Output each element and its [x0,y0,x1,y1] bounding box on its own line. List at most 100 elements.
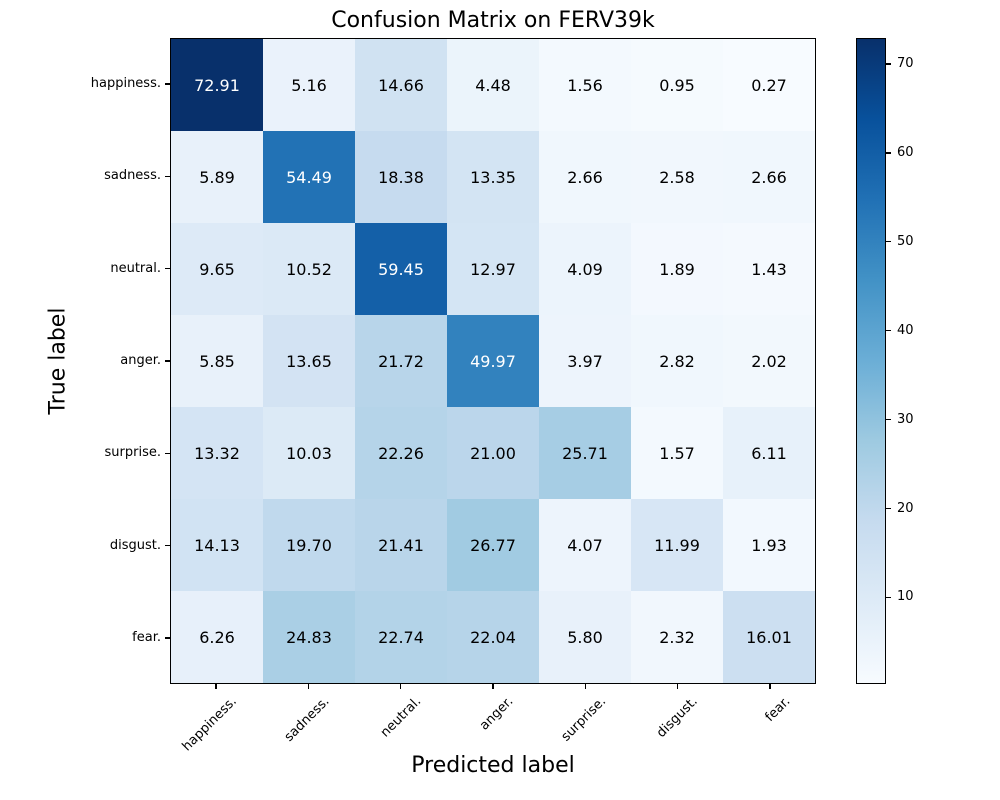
y-tick-label: surprise. [104,445,161,461]
heatmap-cell: 2.32 [631,591,723,683]
cell-value: 11.99 [654,535,700,555]
colorbar-tick-mark [886,240,891,243]
colorbar-tick-mark [886,63,891,65]
cell-value: 13.65 [286,351,332,371]
heatmap-cell: 10.03 [263,407,355,499]
heatmap-cell: 21.72 [355,315,447,407]
heatmap-cell: 1.93 [723,499,815,591]
heatmap-cell: 2.66 [539,131,631,223]
y-tick-mark [165,360,170,362]
y-tick-label: fear. [132,629,161,645]
heatmap-cell: 16.01 [723,591,815,683]
y-tick-mark [165,83,170,85]
x-tick-mark [307,684,310,689]
cell-value: 5.89 [199,167,235,187]
cell-value: 3.97 [567,351,603,371]
x-axis-title: Predicted label [411,753,575,778]
heatmap-cell: 4.09 [539,223,631,315]
heatmap-cell: 2.58 [631,131,723,223]
cell-value: 22.04 [470,627,516,647]
y-tick-label: happiness. [90,76,161,92]
colorbar-tick-mark [886,507,891,510]
cell-value: 21.72 [378,351,424,371]
heatmap-cell: 2.66 [723,131,815,223]
heatmap-cell: 21.41 [355,499,447,591]
y-tick-mark [165,544,170,547]
cell-value: 16.01 [746,627,792,647]
cell-value: 21.00 [470,443,516,463]
x-tick-mark [215,684,217,689]
cell-value: 19.70 [286,535,332,555]
heatmap-cell: 5.89 [171,131,263,223]
x-tick-mark [584,684,587,689]
heatmap-cell: 18.38 [355,131,447,223]
heatmap-cell: 2.82 [631,315,723,407]
x-tick-label: fear. [762,694,794,725]
heatmap-cell: 5.16 [263,39,355,131]
heatmap-cell: 12.97 [447,223,539,315]
cell-value: 12.97 [470,259,516,279]
heatmap-cell: 1.56 [539,39,631,131]
colorbar-tick-label: 60 [897,144,914,160]
heatmap-cell: 6.26 [171,591,263,683]
cell-value: 22.26 [378,443,424,463]
x-tick-label: disgust. [654,694,702,741]
cell-value: 4.48 [475,75,511,95]
cell-value: 10.52 [286,259,332,279]
heatmap-cell: 72.91 [171,39,263,131]
x-tick-label: surprise. [558,694,609,745]
cell-value: 1.89 [659,259,695,279]
colorbar-tick-label: 20 [897,500,914,516]
cell-value: 2.82 [659,351,695,371]
y-tick-label: sadness. [104,168,161,184]
cell-value: 1.56 [567,75,603,95]
colorbar-tick-label: 70 [897,55,914,71]
colorbar-tick-mark [886,152,891,154]
cell-value: 14.66 [378,75,424,95]
heatmap-cell: 13.32 [171,407,263,499]
cell-value: 25.71 [562,443,608,463]
cell-value: 18.38 [378,167,424,187]
cell-value: 54.49 [286,167,332,187]
y-tick-mark [165,175,170,178]
heatmap-cell: 22.74 [355,591,447,683]
cell-value: 14.13 [194,535,240,555]
heatmap-cell: 0.27 [723,39,815,131]
heatmap-cell: 4.07 [539,499,631,591]
heatmap-cell: 3.97 [539,315,631,407]
heatmap-cell: 24.83 [263,591,355,683]
cell-value: 2.66 [751,167,787,187]
heatmap-cell: 5.85 [171,315,263,407]
heatmap-cell: 5.80 [539,591,631,683]
y-tick-label: anger. [120,353,161,368]
heatmap-cell: 6.11 [723,407,815,499]
cell-value: 2.32 [659,627,695,647]
cell-value: 22.74 [378,627,424,647]
cell-value: 6.26 [199,627,235,647]
heatmap-cell: 54.49 [263,131,355,223]
x-tick-label: neutral. [377,694,425,741]
cell-value: 26.77 [470,535,516,555]
colorbar [856,38,886,684]
heatmap-cell: 21.00 [447,407,539,499]
cell-value: 59.45 [378,259,424,279]
colorbar-tick-mark [886,596,891,599]
heatmap-cell: 22.26 [355,407,447,499]
cell-value: 2.66 [567,167,603,187]
heatmap-cell: 1.43 [723,223,815,315]
cell-value: 1.57 [659,443,695,463]
cell-value: 0.27 [751,75,787,95]
x-tick-mark [492,684,494,689]
y-tick-mark [165,267,170,270]
colorbar-tick-mark [886,329,891,332]
cell-value: 49.97 [470,351,516,371]
colorbar-tick-label: 10 [897,589,914,605]
heatmap-cell: 9.65 [171,223,263,315]
cell-value: 21.41 [378,535,424,555]
colorbar-tick-label: 30 [897,411,914,427]
heatmap-cell: 0.95 [631,39,723,131]
cell-value: 5.16 [291,75,327,95]
cell-value: 0.95 [659,75,695,95]
heatmap: 72.91 5.16 14.66 4.48 1.56 0.95 0.27 5.89 54.49 1… [170,38,816,684]
y-tick-mark [165,637,170,639]
